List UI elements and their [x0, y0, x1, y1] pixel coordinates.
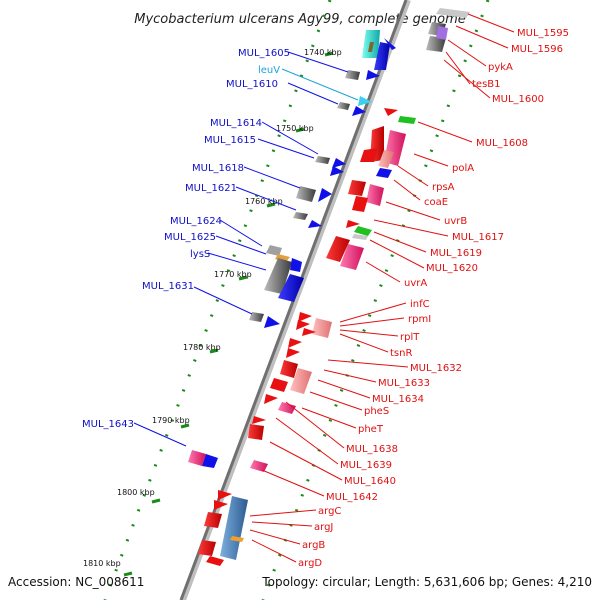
gene-label-tsnr: tsnR: [390, 348, 412, 359]
gene-label-pyka: pykA: [488, 62, 513, 73]
gene-label-mul1642: MUL_1642: [326, 492, 378, 503]
gene-label-mul1615: MUL_1615: [204, 135, 256, 146]
gene-label-argc: argC: [318, 506, 341, 517]
gene-label-mul1620: MUL_1620: [426, 263, 478, 274]
gene-label-mul1595: MUL_1595: [517, 28, 569, 39]
gene-label-mul1619: MUL_1619: [430, 248, 482, 259]
gene-label-mul1632: MUL_1632: [410, 363, 462, 374]
right-gene-labels: MUL_1595 MUL_1596 pykA tesB1 MUL_1600 MU…: [298, 28, 569, 569]
tick-label-1800: 1800 kbp: [117, 488, 155, 497]
gene-label-mul1614: MUL_1614: [210, 118, 262, 129]
tick-label-1740: 1740 kbp: [304, 48, 342, 57]
map-title: Mycobacterium ulcerans Agy99, complete g…: [134, 12, 466, 27]
gene-label-coae: coaE: [424, 197, 448, 208]
gene-label-mul1596: MUL_1596: [511, 44, 563, 55]
gene-label-tesb1: tesB1: [472, 79, 501, 90]
gene-label-mul1631: MUL_1631: [142, 281, 194, 292]
gene-label-mul1624: MUL_1624: [170, 216, 222, 227]
tick-label-1810: 1810 kbp: [83, 559, 121, 568]
tick-label-1770: 1770 kbp: [214, 270, 252, 279]
gene-label-argj: argJ: [314, 522, 333, 533]
left-leader-lines: [133, 51, 349, 447]
gene-label-mul1610: MUL_1610: [226, 79, 278, 90]
gene-label-mul1643: MUL_1643: [82, 419, 134, 430]
tick-label-1750: 1750 kbp: [276, 124, 314, 133]
gc-track-outer: [261, 0, 490, 600]
tick-label-1780: 1780 kbp: [183, 343, 221, 352]
gene-label-mul1608: MUL_1608: [476, 138, 528, 149]
gene-label-infc: infC: [410, 299, 430, 310]
forward-strand-genes: [188, 30, 396, 468]
gene-label-mul1618: MUL_1618: [192, 163, 244, 174]
leuv-leader: [281, 68, 359, 101]
gene-label-mul1600: MUL_1600: [492, 94, 544, 105]
gene-label-lyss: lysS: [190, 249, 210, 260]
gene-label-rplt: rplT: [400, 332, 420, 343]
backbone-shadow: [180, 0, 411, 600]
gene-label-mul1634: MUL_1634: [372, 394, 424, 405]
left-gene-labels: MUL_1605 leuV MUL_1610 MUL_1614 MUL_1615…: [82, 48, 290, 430]
gene-label-leuv: leuV: [258, 65, 280, 76]
gene-label-mul1640: MUL_1640: [344, 476, 396, 487]
gene-label-argb: argB: [302, 540, 325, 551]
gene-label-rpsa: rpsA: [432, 182, 455, 193]
topology-label: Topology: circular; Length: 5,631,606 bp…: [261, 575, 592, 589]
gene-label-uvra: uvrA: [404, 278, 427, 289]
gene-label-phes: pheS: [364, 406, 389, 417]
gene-label-mul1638: MUL_1638: [346, 444, 398, 455]
gene-label-pola: polA: [452, 163, 474, 174]
tick-label-1760: 1760 kbp: [245, 197, 283, 206]
gene-label-mul1605: MUL_1605: [238, 48, 290, 59]
right-leader-lines: [249, 13, 515, 563]
reverse-strand-genes: [198, 8, 470, 566]
kbp-tick-marks: [123, 51, 334, 577]
gc-track-inner: [103, 0, 332, 600]
gene-label-mul1621: MUL_1621: [185, 183, 237, 194]
gene-label-mul1633: MUL_1633: [378, 378, 430, 389]
gene-label-argd: argD: [298, 558, 322, 569]
gene-label-rpmi: rpmI: [408, 314, 431, 325]
gene-label-mul1625: MUL_1625: [164, 232, 216, 243]
gene-label-mul1639: MUL_1639: [340, 460, 392, 471]
tick-label-1790: 1790 kbp: [152, 416, 190, 425]
gene-label-phet: pheT: [358, 424, 384, 435]
accession-label: Accession: NC_008611: [8, 575, 144, 589]
gene-label-uvrb: uvrB: [444, 216, 467, 227]
gene-label-mul1617: MUL_1617: [452, 232, 504, 243]
